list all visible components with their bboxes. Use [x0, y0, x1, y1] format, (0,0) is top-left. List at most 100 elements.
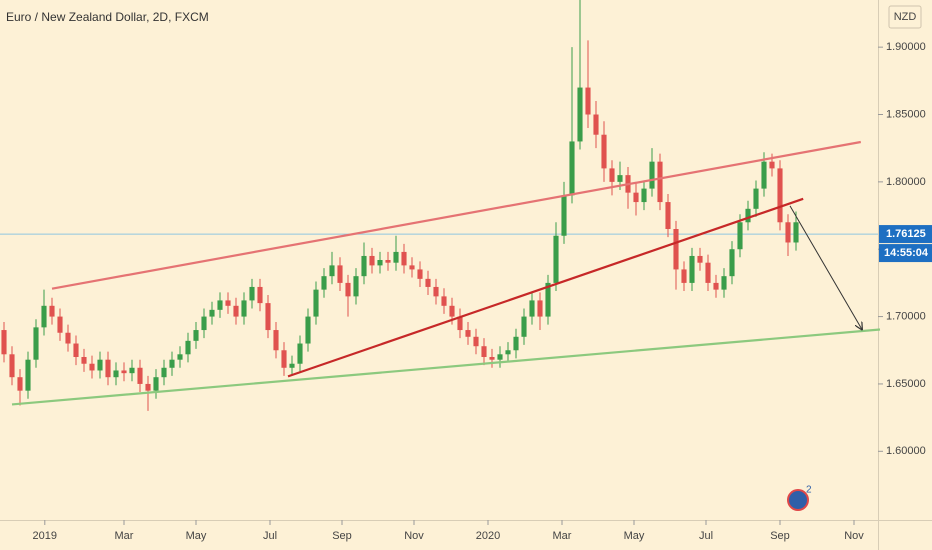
candle-body — [761, 161, 767, 189]
candle-body — [481, 346, 487, 357]
candle-body — [209, 309, 215, 317]
candle-body — [777, 168, 783, 223]
candle-body — [1, 330, 7, 355]
x-tick-label: May — [624, 530, 645, 542]
candle-body — [425, 278, 431, 287]
candle-body — [417, 269, 423, 279]
candle-body — [73, 343, 79, 357]
currency-box[interactable] — [888, 5, 922, 29]
y-tick-label: 1.80000 — [886, 176, 926, 188]
candle-body — [153, 377, 159, 391]
candle-body — [537, 300, 543, 317]
candle-body — [33, 327, 39, 360]
badge-icon — [787, 489, 809, 511]
candle-body — [17, 377, 23, 391]
x-tick-label: Jul — [699, 530, 713, 542]
candle-body — [529, 300, 535, 317]
currency[interactable]: NZD — [894, 11, 917, 23]
candle-body — [81, 356, 87, 364]
candle-body — [497, 354, 503, 360]
candle-body — [793, 222, 799, 243]
last-price-box — [879, 225, 932, 244]
badge-count: 2 — [806, 485, 812, 496]
candle-body — [353, 276, 359, 297]
candle-body — [49, 305, 55, 317]
candle-body — [745, 208, 751, 223]
candle-body — [161, 367, 167, 378]
candle-body — [657, 161, 663, 203]
candle-body — [329, 265, 335, 277]
candle-body — [729, 249, 735, 277]
candle-body — [609, 168, 615, 182]
candle-body — [561, 195, 567, 236]
candle-body — [577, 87, 583, 142]
candle-body — [97, 359, 103, 371]
candle-body — [553, 235, 559, 283]
trend-line — [287, 197, 804, 378]
candle-body — [545, 282, 551, 317]
candle-body — [233, 305, 239, 317]
candle-body — [313, 289, 319, 317]
candle-body — [65, 332, 71, 344]
x-tick-label: Sep — [332, 530, 352, 542]
candle-body — [193, 330, 199, 341]
candle-body — [169, 359, 175, 368]
x-tick-label: Mar — [115, 530, 134, 542]
trend-line — [51, 140, 861, 290]
candle-body — [521, 316, 527, 337]
candle-body — [201, 316, 207, 331]
candle-body — [129, 367, 135, 374]
candle-body — [113, 370, 119, 378]
candle-body — [121, 370, 127, 374]
candle-body — [57, 316, 63, 333]
countdown-box — [879, 244, 932, 263]
x-tick-label: Nov — [844, 530, 864, 542]
candle-body — [377, 260, 383, 266]
candle-body — [185, 340, 191, 355]
candle-body — [385, 260, 391, 263]
candle-body — [689, 255, 695, 283]
candle-body — [361, 255, 367, 277]
candle-body — [705, 262, 711, 283]
candle-body — [697, 255, 703, 263]
candle-body — [249, 286, 255, 301]
countdown: 14:55:04 — [884, 247, 929, 259]
candle-body — [369, 255, 375, 266]
candle-body — [9, 354, 15, 378]
candle-body — [641, 188, 647, 203]
y-tick-label: 1.60000 — [886, 445, 926, 457]
candle-body — [489, 356, 495, 360]
x-tick-label: Mar — [553, 530, 572, 542]
candle-body — [721, 276, 727, 290]
candle-body — [433, 286, 439, 297]
candle-body — [441, 296, 447, 306]
y-tick-label: 1.85000 — [886, 108, 926, 120]
y-tick-label: 1.90000 — [886, 41, 926, 53]
candle-body — [337, 265, 343, 283]
candle-body — [393, 251, 399, 263]
candle-body — [289, 363, 295, 368]
candle-body — [241, 300, 247, 317]
candle-body — [505, 350, 511, 355]
candle-body — [465, 330, 471, 337]
candle-body — [673, 229, 679, 270]
candle-body — [593, 114, 599, 135]
candle-body — [513, 336, 519, 351]
y-tick-label: 1.65000 — [886, 378, 926, 390]
candle-body — [321, 276, 327, 290]
x-tick-label: Nov — [404, 530, 424, 542]
candle-body — [665, 202, 671, 230]
chart-title: Euro / New Zealand Dollar, 2D, FXCM — [6, 10, 209, 24]
candle-body — [401, 251, 407, 266]
candle-body — [273, 330, 279, 351]
candle-body — [737, 222, 743, 250]
arrow — [789, 205, 862, 330]
candle-body — [769, 161, 775, 169]
x-tick-label: 2020 — [476, 530, 500, 542]
candle-body — [137, 367, 143, 384]
candle-body — [473, 336, 479, 347]
candle-body — [681, 269, 687, 283]
candle-body — [449, 305, 455, 317]
